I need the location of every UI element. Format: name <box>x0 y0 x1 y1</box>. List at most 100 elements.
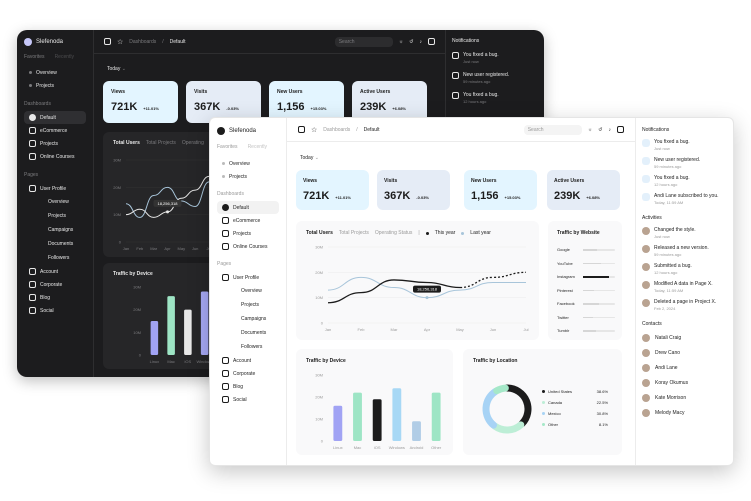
legend-last-year[interactable]: Last year <box>470 230 491 236</box>
sidebar-item-account[interactable]: Account <box>24 265 86 278</box>
contact-item[interactable]: Drew Cano <box>642 349 727 357</box>
sidebar-item-online-courses[interactable]: Online Courses <box>217 240 279 253</box>
stat-value: 367K <box>384 190 411 202</box>
today-dropdown[interactable]: Today ⌄ <box>300 155 319 161</box>
website-name: Facebook <box>557 301 575 307</box>
sun-icon[interactable]: ☼ <box>587 126 593 133</box>
x-tick-label: iOS <box>374 445 381 450</box>
tab-operating-status[interactable]: Operating Status <box>374 230 413 236</box>
contact-item[interactable]: Andi Lane <box>642 364 727 372</box>
legend-last-year-marker <box>461 231 465 235</box>
sidebar-item-corporate[interactable]: Corporate <box>217 367 279 380</box>
notification-item[interactable]: You fixed a bug. Just now <box>452 52 538 64</box>
profile-sub-documents[interactable]: Documents <box>241 330 267 336</box>
search-input[interactable]: Search <box>334 36 393 47</box>
sidebar-item-ecommerce[interactable]: eCommerce <box>24 124 86 137</box>
y-tick-label: 0 <box>119 240 122 245</box>
sidebar-item-default[interactable]: Default <box>217 201 279 214</box>
activity-avatar-icon <box>642 227 650 235</box>
light-brand[interactable]: Slefenoda <box>217 127 279 135</box>
user-icon <box>452 72 459 79</box>
breadcrumb-dashboards[interactable]: Dashboards <box>129 38 157 45</box>
feed-item[interactable]: New user registered. 59 minutes ago <box>642 157 727 169</box>
sun-icon[interactable]: ☼ <box>398 38 404 45</box>
x-tick-label: Linux <box>150 359 160 364</box>
dark-brand[interactable]: Slefenoda <box>24 38 86 46</box>
contact-item[interactable]: Kate Morrison <box>642 394 727 402</box>
tab-favorites[interactable]: Favorites <box>24 54 45 60</box>
profile-sub-projects[interactable]: Projects <box>48 213 67 219</box>
light-header: ☆ Dashboards / Default Search ☼ ↺ ♪ <box>287 118 635 142</box>
contact-item[interactable]: Natali Craig <box>642 334 727 342</box>
sidebar-item-projects[interactable]: Projects <box>217 227 279 240</box>
tab-favorites[interactable]: Favorites <box>217 144 238 150</box>
tab-recently[interactable]: Recently <box>247 144 268 150</box>
tab-total-users[interactable]: Total Users <box>306 230 333 236</box>
sidebar-item-account[interactable]: Account <box>217 354 279 367</box>
notification-time: Just now <box>463 59 479 64</box>
notification-item[interactable]: You fixed a bug. 12 hours ago <box>452 92 538 104</box>
notification-item[interactable]: New user registered. 59 minutes ago <box>452 72 538 84</box>
profile-sub-followers[interactable]: Followers <box>241 344 263 350</box>
x-tick-label: Windows <box>197 359 213 364</box>
sidebar-item-social[interactable]: Social <box>24 304 86 317</box>
sidebar-item-projects[interactable]: Projects <box>24 137 86 150</box>
feed-item[interactable]: You fixed a bug. Just now <box>642 139 727 151</box>
star-icon[interactable]: ☆ <box>311 126 318 134</box>
panel-icon[interactable] <box>617 126 624 133</box>
feed-item[interactable]: Changed the style. Just now <box>642 227 727 239</box>
feed-item[interactable]: Released a new version. 59 minutes ago <box>642 245 727 257</box>
tab-total-projects[interactable]: Total Projects <box>145 140 176 146</box>
profile-sub-campaigns[interactable]: Campaigns <box>48 227 74 233</box>
breadcrumb-dashboards[interactable]: Dashboards <box>323 126 351 133</box>
feed-item[interactable]: Deleted a page in Project X. Feb 2, 2024 <box>642 299 727 311</box>
profile-sub-overview[interactable]: Overview <box>48 199 69 205</box>
feed-time: Just now <box>654 234 670 239</box>
sidebar-item-blog[interactable]: Blog <box>24 291 86 304</box>
profile-sub-followers[interactable]: Followers <box>48 255 70 261</box>
contact-item[interactable]: Koray Okumus <box>642 379 727 387</box>
sidebar-toggle-icon[interactable] <box>298 126 305 133</box>
feed-item[interactable]: Andi Lane subscribed to you. Today, 11:59… <box>642 193 727 205</box>
contact-item[interactable]: Melody Macy <box>642 409 727 417</box>
feed-item[interactable]: Submitted a bug. 12 hours ago <box>642 263 727 275</box>
profile-sub-overview[interactable]: Overview <box>241 288 262 294</box>
sidebar-item-user-profile[interactable]: User Profile <box>217 271 279 284</box>
profile-sub-documents[interactable]: Documents <box>48 241 74 247</box>
tab-recently[interactable]: Recently <box>54 54 75 60</box>
sidebar-item-blog[interactable]: Blog <box>217 380 279 393</box>
profile-sub-projects[interactable]: Projects <box>241 302 260 308</box>
history-icon[interactable]: ↺ <box>598 126 603 133</box>
sidebar-item-corporate[interactable]: Corporate <box>24 278 86 291</box>
sidebar-item-social[interactable]: Social <box>217 393 279 406</box>
feed-item[interactable]: You fixed a bug. 12 hours ago <box>642 175 727 187</box>
tab-total-users[interactable]: Total Users <box>113 140 140 146</box>
history-icon[interactable]: ↺ <box>409 38 414 45</box>
fav-projects[interactable]: Projects <box>217 170 279 183</box>
sidebar-item-online-courses[interactable]: Online Courses <box>24 150 86 163</box>
sidebar-item-ecommerce[interactable]: eCommerce <box>217 214 279 227</box>
feed-item[interactable]: Modified A data in Page X. Today, 11:59 A… <box>642 281 727 293</box>
annotation-label: 18,256,318 <box>157 201 178 206</box>
x-tick-label: Apr <box>424 327 431 332</box>
feed-time: 59 minutes ago <box>654 252 682 257</box>
bell-icon[interactable]: ♪ <box>608 126 612 133</box>
sidebar-item-user-profile[interactable]: User Profile <box>24 182 86 195</box>
tab-operating[interactable]: Operating <box>181 140 204 146</box>
fav-overview[interactable]: Overview <box>24 66 86 79</box>
website-row: Pinterest <box>557 284 615 298</box>
profile-sub-campaigns[interactable]: Campaigns <box>241 316 267 322</box>
legend-this-year[interactable]: This year <box>434 230 456 236</box>
fav-overview[interactable]: Overview <box>217 157 279 170</box>
bell-icon[interactable]: ♪ <box>419 38 423 45</box>
star-icon[interactable]: ☆ <box>117 38 124 46</box>
panel-icon[interactable] <box>428 38 435 45</box>
bullet-icon <box>29 71 32 74</box>
tab-total-projects[interactable]: Total Projects <box>338 230 369 236</box>
notebook-icon <box>222 383 229 390</box>
sidebar-toggle-icon[interactable] <box>104 38 111 45</box>
fav-projects[interactable]: Projects <box>24 79 86 92</box>
today-dropdown[interactable]: Today ⌄ <box>107 66 126 72</box>
search-input[interactable]: Search <box>523 124 582 135</box>
sidebar-item-default[interactable]: Default <box>24 111 86 124</box>
